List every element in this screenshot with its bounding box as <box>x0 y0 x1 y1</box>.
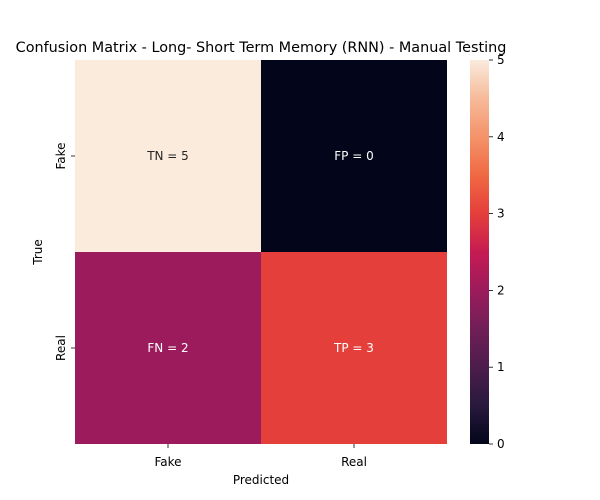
x-tick-label-0: Fake <box>154 455 181 469</box>
heatmap-cell-1-0 <box>75 252 261 444</box>
cell-label-1-1: TP = 3 <box>333 341 374 355</box>
colorbar-tick-label-2: 2 <box>497 283 505 297</box>
heatmap-cells: TN = 5 FP = 0 FN = 2 TP = 3 <box>75 60 447 444</box>
cell-label-0-0: TN = 5 <box>146 149 189 163</box>
y-axis-label: True <box>31 239 45 266</box>
x-tick-label-1: Real <box>341 455 367 469</box>
y-axis-ticks: Fake Real <box>54 142 75 361</box>
y-tick-label-1: Real <box>54 335 68 361</box>
heatmap-cell-0-1 <box>261 60 447 252</box>
colorbar-tick-label-1: 1 <box>497 360 505 374</box>
cell-label-1-0: FN = 2 <box>147 341 188 355</box>
chart-title: Confusion Matrix - Long- Short Term Memo… <box>16 40 507 56</box>
x-axis-label: Predicted <box>233 473 289 487</box>
cell-label-0-1: FP = 0 <box>334 149 373 163</box>
colorbar-ticks: 0 1 2 3 4 5 <box>489 53 505 451</box>
y-tick-label-0: Fake <box>54 142 68 169</box>
colorbar-tick-label-4: 4 <box>497 130 505 144</box>
heatmap-cell-0-0 <box>75 60 261 252</box>
colorbar-tick-label-3: 3 <box>497 207 505 221</box>
heatmap-cell-1-1 <box>261 252 447 444</box>
x-axis-ticks: Fake Real <box>154 444 367 469</box>
colorbar <box>470 60 489 444</box>
colorbar-tick-label-5: 5 <box>497 53 505 67</box>
colorbar-tick-label-0: 0 <box>497 437 505 451</box>
